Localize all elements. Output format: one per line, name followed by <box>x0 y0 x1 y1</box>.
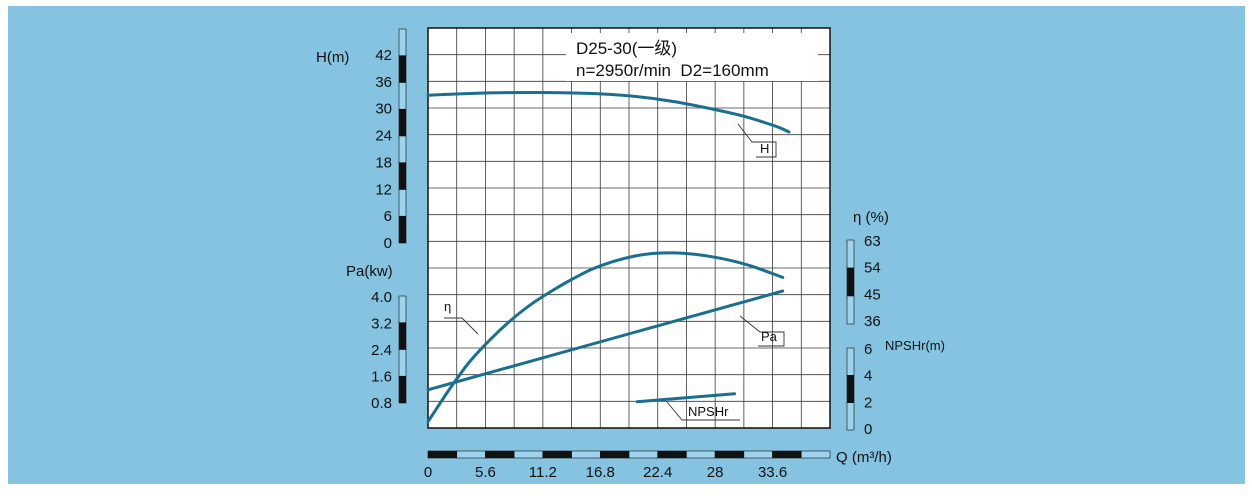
npshr-tick-label: 4 <box>864 368 872 385</box>
head-scale-segment <box>399 216 406 243</box>
head-scale-segment <box>399 109 406 136</box>
head-tick-label: 24 <box>375 128 392 145</box>
q-scale-segment <box>428 451 457 458</box>
efficiency-tick-label: 36 <box>864 313 881 330</box>
series-label-h: H <box>760 141 769 156</box>
power-axis-label: Pa(kw) <box>346 263 393 280</box>
x-tick-label: 5.6 <box>475 464 496 481</box>
x-tick-label: 11.2 <box>529 464 557 481</box>
power-scale-segment <box>399 376 406 403</box>
x-tick-label: 16.8 <box>586 464 615 481</box>
efficiency-tick-label: 54 <box>864 260 881 277</box>
x-tick-label: 0 <box>424 464 432 481</box>
series-label-eta: η <box>444 299 451 314</box>
head-scale-segment <box>399 163 406 190</box>
series-label-npshr: NPSHr <box>688 404 729 419</box>
head-scale-segment <box>399 136 406 163</box>
npshr-scale-segment <box>847 348 854 375</box>
efficiency-scale-segment <box>847 296 854 324</box>
power-scale-segment <box>399 323 406 350</box>
x-axis-label: Q (m³/h) <box>836 449 892 466</box>
power-scale-segment <box>399 350 406 377</box>
q-scale-segment <box>457 451 486 458</box>
head-scale-segment <box>399 29 406 56</box>
chart-subtitle: n=2950r/min D2=160mm <box>576 61 769 80</box>
q-scale-segment <box>744 451 773 458</box>
efficiency-scale-segment <box>847 240 854 268</box>
power-tick-label: 0.8 <box>371 395 392 412</box>
head-tick-label: 30 <box>375 101 392 118</box>
head-tick-label: 18 <box>375 154 392 171</box>
q-scale-segment <box>514 451 543 458</box>
efficiency-tick-label: 63 <box>864 233 881 250</box>
npshr-axis-label: NPSHr(m) <box>885 338 945 353</box>
q-scale-segment <box>801 451 830 458</box>
head-scale-segment <box>399 190 406 217</box>
q-scale-segment <box>543 451 572 458</box>
head-tick-label: 6 <box>384 208 392 225</box>
head-axis-label: H(m) <box>316 49 349 66</box>
efficiency-scale-segment <box>847 268 854 296</box>
npshr-tick-label: 0 <box>864 421 872 438</box>
q-scale-segment <box>715 451 744 458</box>
efficiency-tick-label: 45 <box>864 286 881 303</box>
power-tick-label: 4.0 <box>371 289 392 306</box>
q-scale-segment <box>572 451 601 458</box>
head-tick-label: 42 <box>375 47 392 64</box>
chart-title: D25-30(一级) <box>576 39 677 58</box>
npshr-tick-label: 2 <box>864 394 872 411</box>
head-tick-label: 0 <box>384 235 392 252</box>
head-scale-segment <box>399 56 406 83</box>
q-scale-segment <box>658 451 687 458</box>
power-tick-label: 2.4 <box>371 342 392 359</box>
q-scale-segment <box>686 451 715 458</box>
power-tick-label: 3.2 <box>371 316 392 333</box>
efficiency-axis-label: η (%) <box>853 209 889 226</box>
power-scale-segment <box>399 296 406 323</box>
q-scale-segment <box>629 451 658 458</box>
x-tick-label: 28 <box>707 464 724 481</box>
npshr-scale-segment <box>847 403 854 430</box>
x-tick-label: 33.6 <box>758 464 787 481</box>
npshr-scale-segment <box>847 375 854 402</box>
npshr-tick-label: 6 <box>864 341 872 358</box>
power-tick-label: 1.6 <box>371 369 392 386</box>
head-scale-segment <box>399 83 406 110</box>
q-scale-segment <box>485 451 514 458</box>
head-tick-label: 36 <box>375 74 392 91</box>
q-scale-segment <box>600 451 629 458</box>
q-scale-segment <box>773 451 802 458</box>
head-tick-label: 12 <box>375 181 392 198</box>
series-label-pa: Pa <box>761 329 778 344</box>
x-tick-label: 22.4 <box>643 464 672 481</box>
